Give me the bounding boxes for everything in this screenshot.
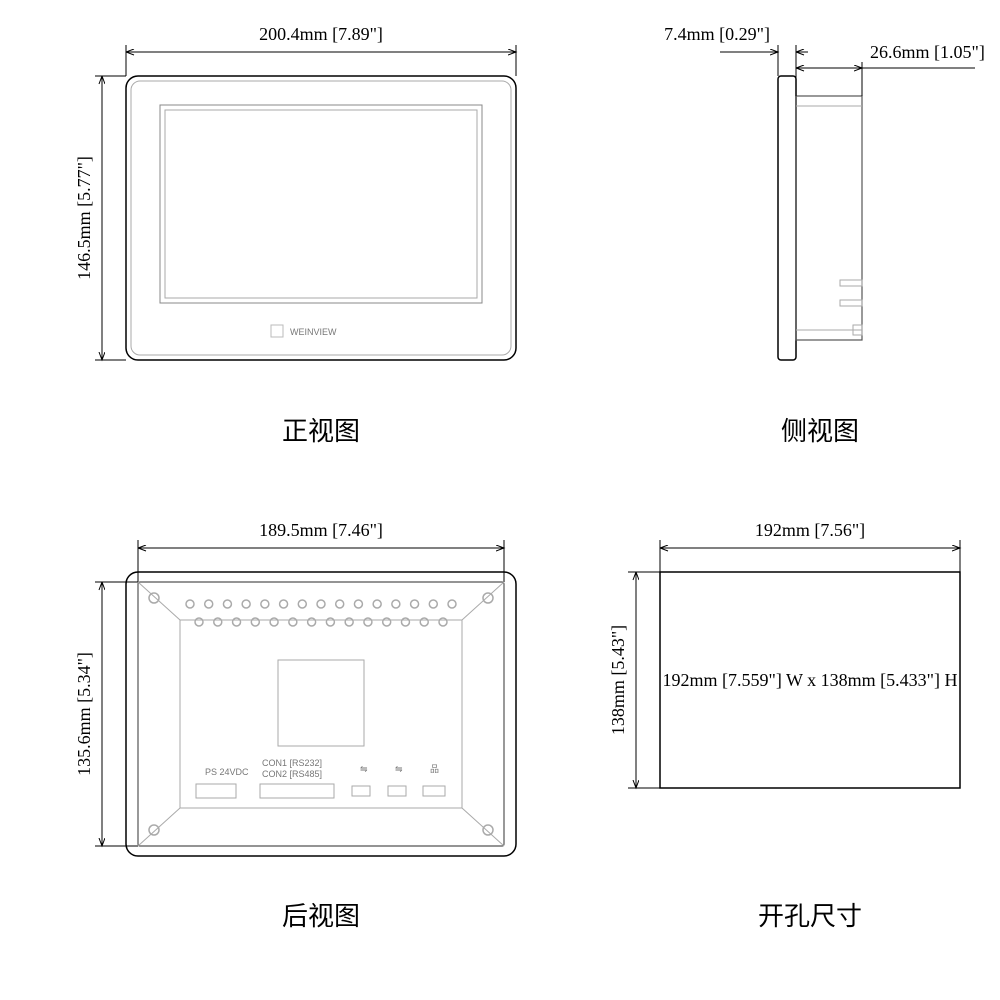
svg-text:CON2 [RS485]: CON2 [RS485] — [262, 769, 322, 779]
side-caption: 侧视图 — [781, 416, 859, 446]
front-caption: 正视图 — [282, 416, 360, 446]
side-depth-label: 26.6mm [1.05"] — [870, 42, 985, 62]
rear-caption: 后视图 — [282, 901, 360, 931]
rear-view: 189.5mm [7.46"] 135.6mm [5.34"] PS 24VDC… — [74, 520, 516, 931]
cutout-view: 192mm [7.56"] 138mm [5.43"] 192mm [7.559… — [608, 520, 960, 931]
cutout-caption: 开孔尺寸 — [758, 901, 862, 931]
side-bezel-label: 7.4mm [0.29"] — [664, 24, 770, 44]
front-width-label: 200.4mm [7.89"] — [259, 24, 383, 44]
cutout-center-text: 192mm [7.559"] W x 138mm [5.433"] H — [662, 670, 957, 690]
brand-logo: WEINVIEW — [271, 325, 337, 337]
svg-text:⇋: ⇋ — [360, 764, 368, 774]
svg-text:⇋: ⇋ — [395, 764, 403, 774]
svg-text:品: 品 — [430, 764, 439, 774]
svg-text:PS 24VDC: PS 24VDC — [205, 767, 249, 777]
svg-text:CON1 [RS232]: CON1 [RS232] — [262, 758, 322, 768]
rear-height-label: 135.6mm [5.34"] — [74, 652, 94, 776]
cutout-width-label: 192mm [7.56"] — [755, 520, 865, 540]
side-view: 7.4mm [0.29"] 26.6mm [1.05"] 侧视图 — [664, 24, 985, 446]
front-height-label: 146.5mm [5.77"] — [74, 156, 94, 280]
cutout-height-label: 138mm [5.43"] — [608, 625, 628, 735]
rear-width-label: 189.5mm [7.46"] — [259, 520, 383, 540]
front-view: 200.4mm [7.89"] 146.5mm [5.77"] WEINVIEW… — [74, 24, 516, 446]
svg-text:WEINVIEW: WEINVIEW — [290, 327, 337, 337]
vent-holes — [186, 600, 456, 626]
